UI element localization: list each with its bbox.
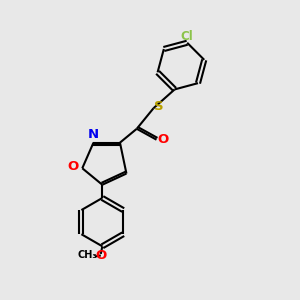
Text: O: O <box>68 160 79 173</box>
Text: O: O <box>95 249 106 262</box>
Text: S: S <box>154 100 164 113</box>
Text: N: N <box>87 128 98 142</box>
Text: O: O <box>157 133 169 146</box>
Text: CH₃: CH₃ <box>78 250 98 260</box>
Text: Cl: Cl <box>181 30 194 43</box>
